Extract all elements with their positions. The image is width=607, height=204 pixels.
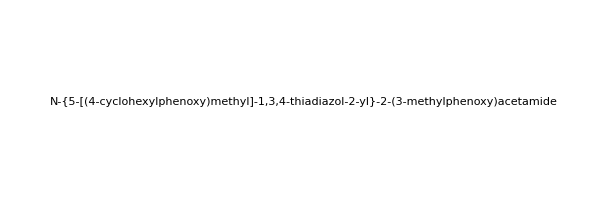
Text: N-{5-[(4-cyclohexylphenoxy)methyl]-1,3,4-thiadiazol-2-yl}-2-(3-methylphenoxy)ace: N-{5-[(4-cyclohexylphenoxy)methyl]-1,3,4…	[50, 97, 557, 107]
